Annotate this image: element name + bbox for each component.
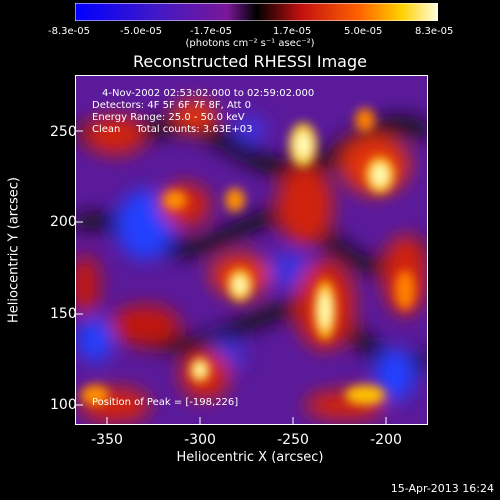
y-tick-label: 200 [50,214,77,230]
detectors-text: Detectors: 4F 5F 6F 7F 8F, Att 0 [92,100,252,111]
plot-frame [75,75,428,425]
x-tick-label: -300 [184,432,216,448]
y-tick-label: 250 [50,124,77,140]
colorbar-tick: -1.7e-05 [190,26,232,37]
x-axis-label: Heliocentric X (arcsec) [176,450,324,465]
energy-range-text: Energy Range: 25.0 - 50.0 keV [92,112,245,123]
colorbar-tick: -8.3e-05 [48,26,90,37]
y-tick-label: 100 [50,397,77,413]
rhessi-image [75,75,428,425]
peak-position-text: Position of Peak = [-198,226] [92,397,239,408]
x-tick-label: -350 [91,432,123,448]
x-tick-label: -250 [277,432,309,448]
colorbar-tick: 8.3e-05 [415,26,454,37]
colorbar-tick: 5.0e-05 [344,26,383,37]
axis-tick-marks [75,130,387,425]
colorbar-units: (photons cm⁻² s⁻¹ asec⁻²) [185,38,315,49]
colorbar-tick: -5.0e-05 [120,26,162,37]
x-tick-label: -200 [370,432,402,448]
plot-title: Reconstructed RHESSI Image [133,52,367,71]
clean-counts-text: Clean Total counts: 3.63E+03 [92,124,253,135]
time-range-text: 4-Nov-2002 02:53:02.000 to 02:59:02.000 [102,88,315,99]
colorbar-tick: 1.7e-05 [273,26,312,37]
footer-date: 15-Apr-2013 16:24 [390,482,494,495]
y-axis-label: Heliocentric Y (arcsec) [6,177,22,323]
y-tick-label: 150 [50,306,77,322]
colorbar [75,3,438,21]
